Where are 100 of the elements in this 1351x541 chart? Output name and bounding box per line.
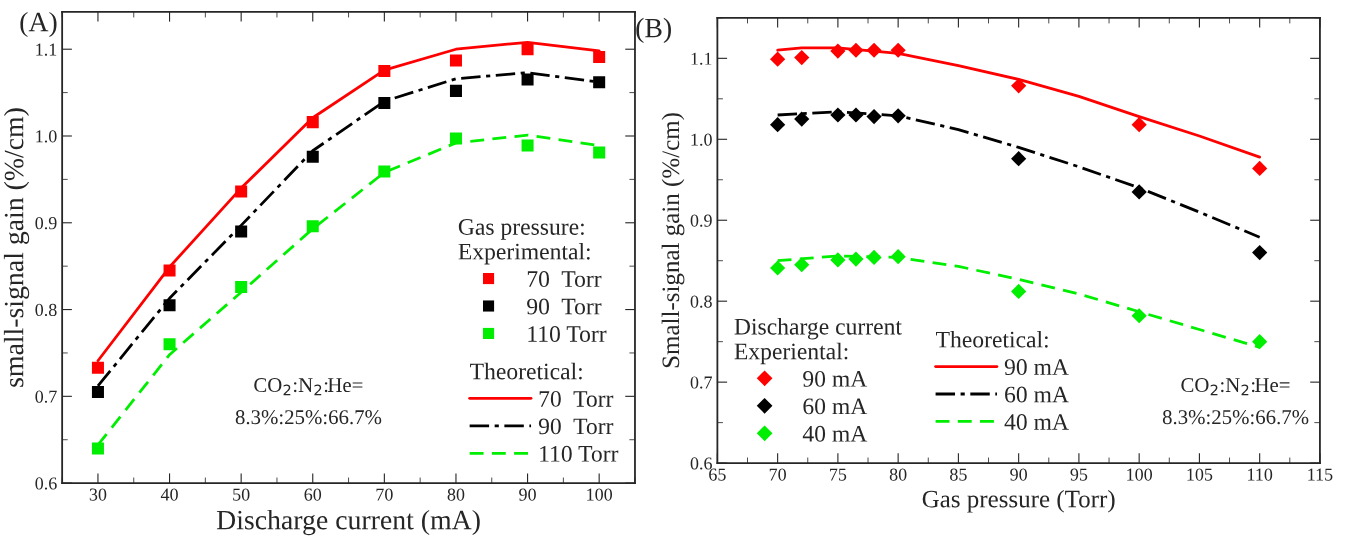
point xyxy=(521,73,534,86)
point xyxy=(235,225,248,238)
point xyxy=(1011,283,1027,300)
x-axis-title: Discharge current (mA) xyxy=(216,509,480,536)
point xyxy=(770,117,786,133)
point xyxy=(306,150,319,163)
annotation: Experimental: xyxy=(458,242,590,265)
legend-label: 90 Torr xyxy=(538,418,614,435)
annotation: Experiental: xyxy=(734,342,848,365)
point xyxy=(890,249,906,265)
point xyxy=(593,76,606,89)
y-tick-label: 1.0 xyxy=(36,130,57,143)
point xyxy=(1131,184,1147,200)
point xyxy=(1252,334,1268,350)
legend-label: 90 mA xyxy=(1004,359,1069,376)
legend-label: 90 mA xyxy=(803,370,868,387)
point xyxy=(1131,308,1147,324)
x-tick-label: 105 xyxy=(1187,468,1213,481)
x-tick-label: 100 xyxy=(587,488,613,501)
y-axis-title: small-signal gain (%/cm) xyxy=(3,108,30,387)
x-tick-label: 50 xyxy=(233,488,250,501)
legend-label: 60 mA xyxy=(1005,386,1069,403)
legend-label: 90 Torr xyxy=(527,298,602,315)
point xyxy=(235,185,248,198)
y-tick-label: 0.8 xyxy=(35,303,57,317)
point xyxy=(521,43,534,56)
legend-label: 110 Torr xyxy=(540,445,619,462)
point xyxy=(306,220,319,233)
legend-label: 110 Torr xyxy=(528,326,607,342)
point xyxy=(1011,78,1027,94)
point xyxy=(1011,151,1027,167)
x-tick-label: 100 xyxy=(1127,468,1153,481)
annotation: Theoretical: xyxy=(470,362,582,380)
point xyxy=(1252,160,1268,177)
point xyxy=(1252,245,1268,261)
legend-title: Gas pressure: xyxy=(458,219,584,240)
point xyxy=(890,108,906,124)
point xyxy=(593,146,606,159)
point xyxy=(866,109,882,125)
x-tick-label: 65 xyxy=(709,468,726,481)
point xyxy=(866,249,882,266)
point xyxy=(890,42,906,58)
y-tick-label: 0.8 xyxy=(690,295,712,308)
point xyxy=(830,107,846,123)
point xyxy=(91,442,104,455)
point xyxy=(91,361,104,374)
y-tick-label: 0.7 xyxy=(690,376,712,389)
point xyxy=(848,251,864,267)
x-tick-label: 30 xyxy=(89,488,107,501)
y-tick-label: 0.6 xyxy=(35,477,57,490)
legend-label: 70 Torr xyxy=(539,390,614,407)
point xyxy=(848,42,864,58)
point xyxy=(378,165,391,178)
point xyxy=(794,111,810,127)
point xyxy=(794,49,810,66)
x-tick-label: 60 xyxy=(304,488,322,501)
annotation: Theoretical: xyxy=(936,330,1048,348)
point xyxy=(1131,117,1147,133)
y-tick-label: 1.1 xyxy=(691,52,712,65)
point xyxy=(378,64,391,77)
point xyxy=(163,338,176,351)
point xyxy=(378,97,391,110)
point xyxy=(163,264,176,277)
point xyxy=(521,139,534,152)
legend-label: 40 mA xyxy=(1004,414,1069,430)
point xyxy=(830,252,846,268)
point xyxy=(449,54,462,67)
annotation: CO$_{2}$:N$_{2}$:He= 8.3%:25%:66.7% xyxy=(235,378,382,425)
point xyxy=(593,51,606,64)
point xyxy=(235,280,248,294)
x-tick-label: 110 xyxy=(1248,468,1273,481)
point xyxy=(306,116,319,129)
point xyxy=(770,51,786,67)
point xyxy=(449,132,462,145)
legend-label: 60 mA xyxy=(803,398,868,415)
legend-label: 70 Torr xyxy=(527,271,602,288)
chart-title: (A) xyxy=(20,11,57,38)
x-tick-label: 75 xyxy=(830,468,847,481)
x-tick-label: 115 xyxy=(1308,468,1333,481)
point xyxy=(163,299,176,312)
x-tick-label: 70 xyxy=(376,488,393,501)
point xyxy=(794,257,810,273)
x-tick-label: 80 xyxy=(447,488,465,501)
point xyxy=(91,385,104,399)
x-tick-label: 90 xyxy=(1010,468,1027,481)
legend-title: Discharge current xyxy=(734,318,902,340)
point xyxy=(770,260,786,276)
y-tick-label: 0.6 xyxy=(690,457,712,470)
y-tick-label: 1.1 xyxy=(36,43,57,56)
y-axis-title: Small-signal gain (%/cm) xyxy=(661,113,685,368)
point xyxy=(830,43,846,59)
annotation: CO$_{2}$:N$_{2}$:He= 8.3%:25%:66.7% xyxy=(1162,378,1309,425)
x-tick-label: 85 xyxy=(950,468,967,481)
point xyxy=(449,84,462,97)
y-tick-label: 0.9 xyxy=(35,217,57,230)
y-tick-label: 0.9 xyxy=(690,214,712,227)
legend-label: 40 mA xyxy=(802,425,868,442)
y-tick-label: 1.0 xyxy=(691,133,712,146)
y-tick-label: 0.7 xyxy=(35,390,57,403)
x-tick-label: 80 xyxy=(889,468,907,481)
